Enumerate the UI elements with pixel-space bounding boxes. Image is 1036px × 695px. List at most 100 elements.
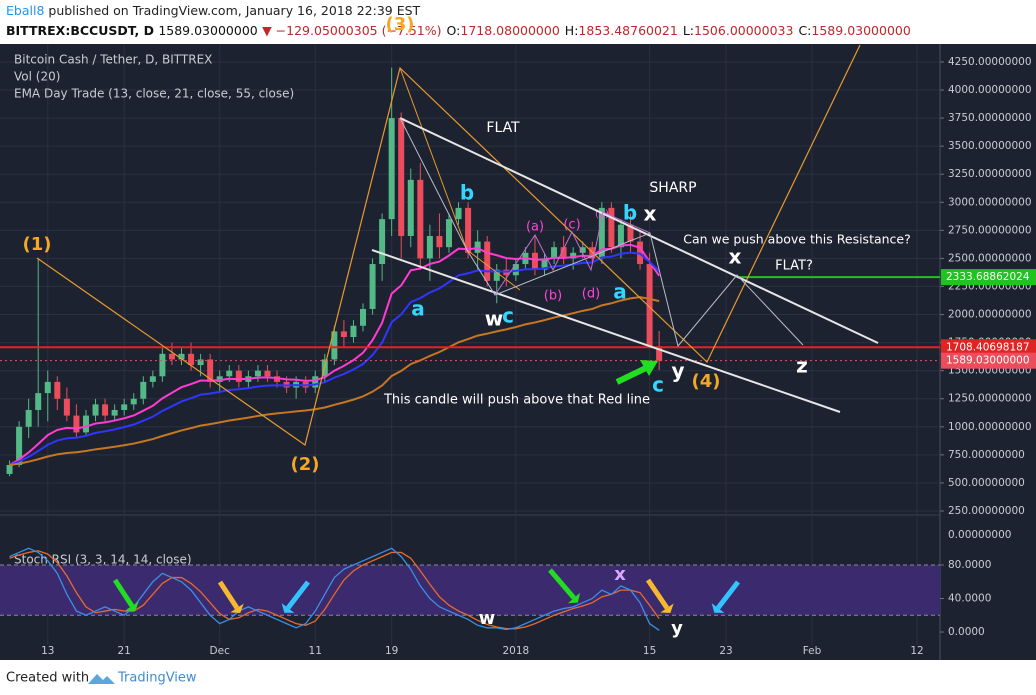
annotation: SHARP <box>649 180 696 196</box>
candle-body <box>35 393 42 410</box>
header-line: Eball8 published on TradingView.com, Jan… <box>6 3 421 18</box>
annotation: (b) <box>544 289 562 304</box>
candle-body <box>159 353 166 377</box>
candle-body <box>111 409 118 416</box>
candle-body <box>407 179 414 236</box>
y-tick-label: 0.0000 <box>948 626 985 638</box>
annotation: a <box>411 297 425 321</box>
price-tag-label: 2333.68862024 <box>946 271 1030 283</box>
candle-body <box>6 464 13 474</box>
channel-line <box>371 249 841 413</box>
ohlc-key: L: <box>683 23 694 38</box>
annotation: a <box>613 280 627 304</box>
pane-top-label: 0.00000000 <box>948 529 1011 541</box>
symbol-line: BITTREX:BCCUSDT, D 1589.03000000 ▼ −129.… <box>6 23 911 38</box>
x-tick-label: 13 <box>41 645 54 657</box>
candle-body <box>445 219 452 248</box>
candle-body <box>188 353 195 366</box>
sub-wave-line <box>494 211 651 296</box>
arrow <box>286 580 310 610</box>
candle-body <box>360 308 367 326</box>
arrow-head <box>230 603 244 614</box>
candle-body <box>484 241 491 281</box>
y-tick-label: 2750.00000000 <box>948 224 1032 236</box>
price-tag <box>941 269 1036 286</box>
candle-body <box>531 252 538 270</box>
price-tag <box>941 339 1036 356</box>
arrow <box>112 578 135 608</box>
footer-bar <box>0 660 1036 695</box>
footer-brand[interactable]: TradingView <box>117 671 197 686</box>
candle-body <box>207 359 214 382</box>
candle-body <box>197 359 204 366</box>
candle-body <box>140 381 147 399</box>
candle-body <box>25 409 32 427</box>
candle-body <box>560 247 567 259</box>
arrow-head <box>567 592 581 604</box>
annotation: (1) <box>23 234 52 255</box>
candle-body <box>340 331 347 337</box>
annotation: (d) <box>582 287 600 302</box>
arrow <box>716 580 740 610</box>
y-tick-label: 750.00000000 <box>948 449 1025 461</box>
price: 1589.03000000 <box>158 23 257 38</box>
price-tag <box>941 352 1036 369</box>
price-tag-label: 1589.03000000 <box>946 355 1030 367</box>
annotation: FLAT? <box>775 259 813 274</box>
legend-text: Bitcoin Cash / Tether, D, BITTREX <box>14 53 212 67</box>
change: ▼ −129.05000305 (−7.51%) <box>262 23 441 38</box>
ohlc-key: H: <box>565 23 579 38</box>
arrow <box>615 363 652 385</box>
legend-text: Vol (20) <box>14 70 60 84</box>
arrow-head <box>640 360 658 376</box>
x-tick-label: Feb <box>803 645 822 657</box>
candle-body <box>274 376 281 382</box>
annotation: FLAT <box>486 120 520 136</box>
annotation: (a) <box>526 220 544 235</box>
y-tick-label: 4000.00000000 <box>948 84 1032 96</box>
annotation: (2) <box>291 454 320 475</box>
candle-body <box>493 269 500 281</box>
stoch-band <box>0 564 940 616</box>
publisher[interactable]: Eball8 <box>6 3 44 18</box>
candle-body <box>426 235 433 259</box>
ema-line <box>9 296 660 466</box>
y-tick-label: 3000.00000000 <box>948 196 1032 208</box>
annotation: w <box>479 608 496 629</box>
arrow-head <box>711 603 725 613</box>
arrow <box>217 580 240 610</box>
y-tick-label: 2500.00000000 <box>948 252 1032 264</box>
annotation: y <box>671 359 684 383</box>
candle-body <box>130 398 137 405</box>
candle-body <box>178 353 185 360</box>
ohlc-value: 1589.03000000 <box>811 23 910 38</box>
arrow-head <box>281 603 295 613</box>
candle-body <box>541 258 548 270</box>
x-tick-label: 19 <box>385 645 398 657</box>
annotation: (3) <box>386 14 415 35</box>
y-tick-label: 3250.00000000 <box>948 168 1032 180</box>
channel-line <box>399 117 879 344</box>
y-tick-label: 500.00000000 <box>948 477 1025 489</box>
y-tick-label: 2000.00000000 <box>948 309 1032 321</box>
annotation: b <box>460 181 474 205</box>
candle-body <box>551 247 558 259</box>
candle-body <box>436 235 443 248</box>
ohlc-key: O: <box>447 23 461 38</box>
annotation: (4) <box>692 371 721 392</box>
footer-text: Created with <box>6 671 89 686</box>
ema-line <box>9 251 660 466</box>
candle-body <box>235 370 242 382</box>
x-tick-label: 11 <box>309 645 322 657</box>
annotation: x <box>729 245 742 269</box>
candle-body <box>264 370 271 377</box>
annotation: x <box>614 564 626 585</box>
x-tick-label: 21 <box>117 645 130 657</box>
candle-body <box>417 179 424 259</box>
candle-body <box>44 381 51 394</box>
candle-body <box>617 224 624 248</box>
arrow <box>645 578 670 610</box>
y-tick-label: 80.0000 <box>948 559 991 571</box>
published: published on TradingView.com, January 16… <box>48 3 420 18</box>
candle-body <box>512 264 519 276</box>
